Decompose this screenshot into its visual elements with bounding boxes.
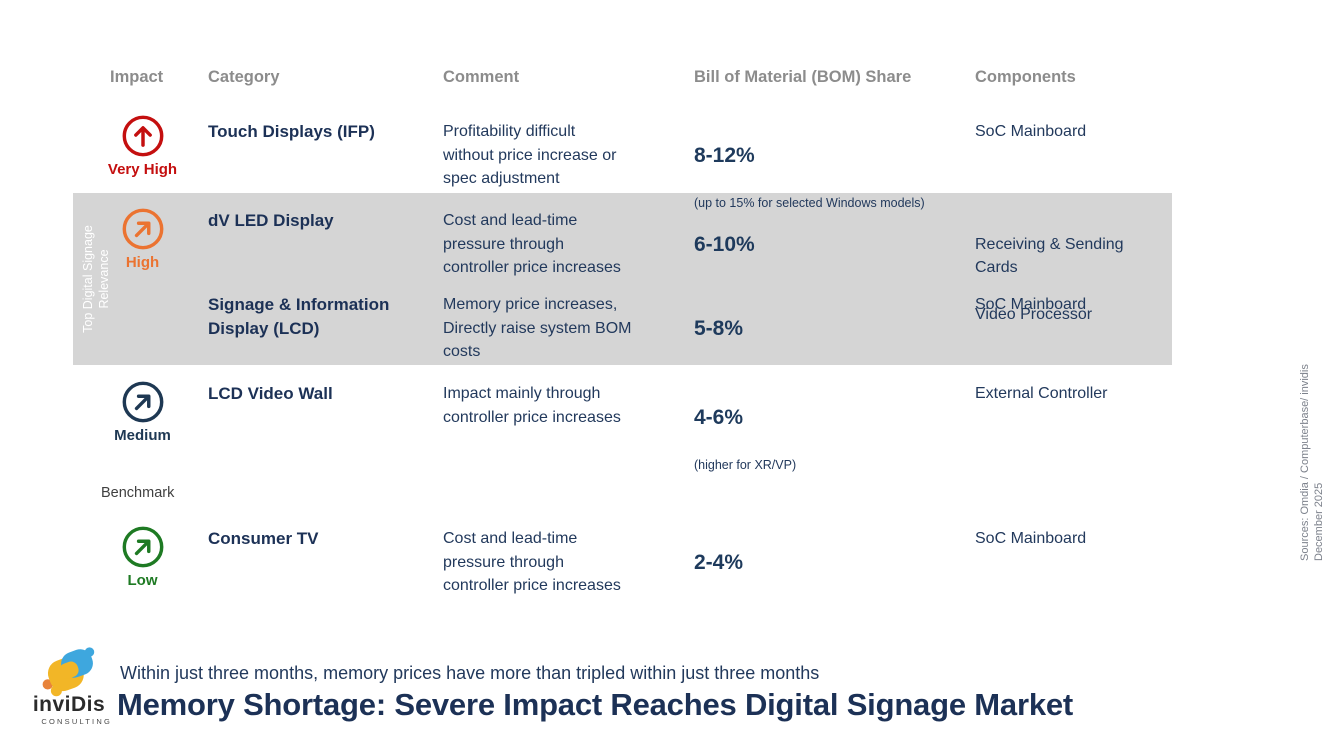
header-components: Components [975, 68, 1076, 86]
bom-row4: 4-6% (higher for XR/VP) [694, 382, 959, 497]
top-relevance-band [73, 193, 1172, 365]
impact-label: Low [127, 572, 158, 589]
brand-tagline: CONSULTING [41, 717, 112, 726]
benchmark-label: Benchmark [101, 485, 175, 501]
component-item: Receiving & Sending Cards [975, 235, 1124, 277]
bom-row3: 5-8% [694, 293, 959, 364]
brand-name: inviDis [32, 693, 106, 716]
components-row2: Receiving & Sending Cards Video Processo… [975, 209, 1160, 350]
bom-value: 4-6% [694, 405, 744, 429]
category-dv-led: dV LED Display [208, 211, 334, 230]
category-consumer-tv: Consumer TV [208, 529, 319, 548]
components-row5: SoC Mainboard [975, 530, 1087, 547]
bom-row2: 6-10% [694, 209, 959, 280]
component-item: Video Processor [975, 306, 1093, 323]
arrow-up-right-circle-icon [122, 208, 163, 250]
impact-high: High [100, 206, 185, 271]
components-row3: SoC Mainboard [975, 296, 1087, 313]
impact-medium: Medium [100, 379, 185, 444]
arrow-up-right-circle-icon [122, 381, 163, 423]
bom-note: (up to 15% for selected Windows models) [694, 196, 925, 210]
category-signage-lcd: Signage & Information Display (LCD) [208, 295, 390, 338]
comment-row1: Profitability difficult without price in… [443, 123, 617, 187]
comment-row4: Impact mainly through controller price i… [443, 385, 621, 426]
comment-row3: Memory price increases, Directly raise s… [443, 296, 632, 360]
components-row4: External Controller [975, 385, 1108, 402]
impact-very-high: Very High [100, 113, 185, 178]
sources-note: Sources: Omdia / Computerbase/ invidis D… [1299, 364, 1325, 561]
bom-value: 2-4% [694, 550, 744, 574]
category-touch-displays: Touch Displays (IFP) [208, 122, 375, 141]
header-category: Category [208, 68, 280, 86]
components-row1: SoC Mainboard [975, 123, 1087, 140]
bom-value: 8-12% [694, 143, 755, 167]
comment-row5: Cost and lead-time pressure through cont… [443, 530, 621, 594]
bom-value: 5-8% [694, 316, 744, 340]
header-bom-share: Bill of Material (BOM) Share [694, 68, 912, 86]
bom-note: (higher for XR/VP) [694, 458, 797, 472]
impact-label: High [125, 254, 160, 271]
invidis-logo-icon [42, 647, 95, 697]
arrow-up-circle-icon [122, 115, 163, 157]
slide-title: Memory Shortage: Severe Impact Reaches D… [117, 687, 1074, 722]
bom-value: 6-10% [694, 232, 755, 256]
bom-row1: 8-12% (up to 15% for selected Windows mo… [694, 120, 959, 235]
category-lcd-video-wall: LCD Video Wall [208, 384, 333, 403]
impact-label: Very High [107, 161, 178, 178]
header-impact: Impact [110, 68, 164, 86]
header-comment: Comment [443, 68, 520, 86]
comment-row2: Cost and lead-time pressure through cont… [443, 212, 621, 276]
bom-row5: 2-4% [694, 527, 959, 598]
invidis-wordmark: inviDis CONSULTING [26, 694, 112, 726]
arrow-up-right-circle-icon [122, 526, 163, 568]
slide-subtitle: Within just three months, memory prices … [120, 663, 820, 683]
impact-low: Low [100, 524, 185, 589]
band-label: Top Digital Signage Relevance [81, 225, 111, 333]
impact-label: Medium [114, 427, 171, 444]
